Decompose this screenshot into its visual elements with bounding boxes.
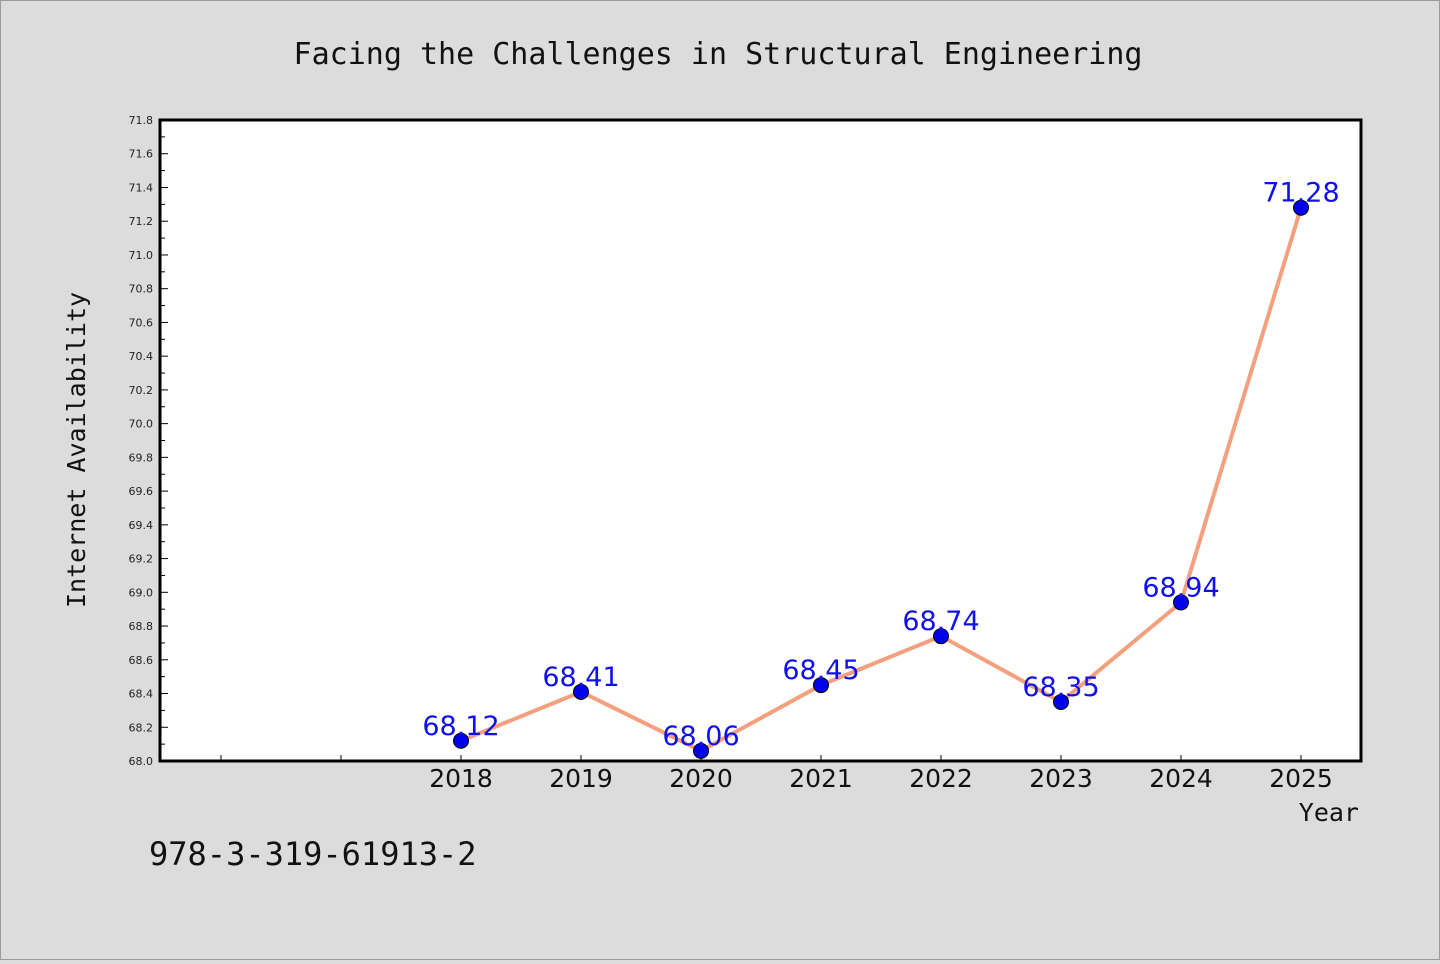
y-tick-label: 68.6: [129, 654, 154, 667]
y-tick-label: 69.0: [129, 586, 154, 599]
y-tick-label: 69.4: [129, 519, 154, 532]
data-label: 68.74: [902, 606, 979, 637]
y-axis: 68.0 68.2 68.4 68.6 68.8 69.0 69.2 69.4 69.6 69.8…: [129, 114, 168, 768]
data-label: 68.12: [422, 711, 499, 742]
y-tick-label: 70.4: [129, 350, 154, 363]
y-tick-label: 69.2: [129, 553, 154, 566]
plot-area: [158, 118, 1363, 763]
data-point: [1173, 594, 1189, 611]
data-point: [1293, 199, 1309, 216]
y-axis-label: Internet Availability: [62, 292, 91, 608]
data-label: 68.35: [1022, 672, 1099, 703]
x-tick-label: 2018: [429, 764, 493, 793]
data-point: [573, 683, 589, 700]
series-layer: 68.12 68.41 68.06 68.45 68.74 68.35 68.94 71.28: [422, 178, 1340, 759]
y-tick-label: 71.8: [129, 114, 154, 127]
chart-title: Facing the Challenges in Structural Engi…: [294, 37, 1143, 72]
y-tick-label: 71.2: [129, 215, 154, 228]
data-point: [693, 742, 709, 759]
x-axis: 2018 2019 2020 2021 2022 2023 2024 2025: [220, 755, 1333, 793]
x-tick-label: 2025: [1269, 764, 1333, 793]
data-label: 68.06: [662, 721, 739, 752]
y-tick-label: 71.0: [129, 249, 154, 262]
y-tick-label: 70.6: [129, 316, 154, 329]
data-label: 68.45: [782, 655, 859, 686]
data-point: [1053, 693, 1069, 710]
x-tick-label: 2023: [1029, 764, 1093, 793]
x-axis-label: Year: [1299, 798, 1359, 827]
footer-isbn-text: 978-3-319-61913-2: [149, 835, 477, 873]
data-label: 71.28: [1262, 178, 1339, 209]
x-tick-label: 2022: [909, 764, 973, 793]
x-tick-label: 2021: [789, 764, 853, 793]
y-tick-label: 70.0: [129, 418, 154, 431]
data-label: 68.94: [1142, 572, 1219, 603]
y-tick-label: 71.4: [129, 181, 154, 194]
data-label: 68.41: [542, 662, 619, 693]
y-tick-label: 70.2: [129, 384, 154, 397]
data-point: [813, 677, 829, 694]
y-tick-label: 68.8: [129, 620, 154, 633]
x-tick-label: 2019: [549, 764, 613, 793]
y-tick-label: 68.2: [129, 721, 154, 734]
y-tick-label: 70.8: [129, 283, 154, 296]
x-tick-label: 2024: [1149, 764, 1213, 793]
data-point: [933, 628, 949, 645]
y-tick-label: 69.8: [129, 451, 154, 464]
y-tick-label: 68.4: [129, 688, 154, 701]
y-tick-label: 68.0: [129, 755, 154, 768]
data-point: [453, 732, 469, 749]
y-tick-label: 71.6: [129, 148, 154, 161]
x-tick-label: 2020: [669, 764, 733, 793]
y-tick-label: 69.6: [129, 485, 154, 498]
series-line: [460, 207, 1303, 753]
